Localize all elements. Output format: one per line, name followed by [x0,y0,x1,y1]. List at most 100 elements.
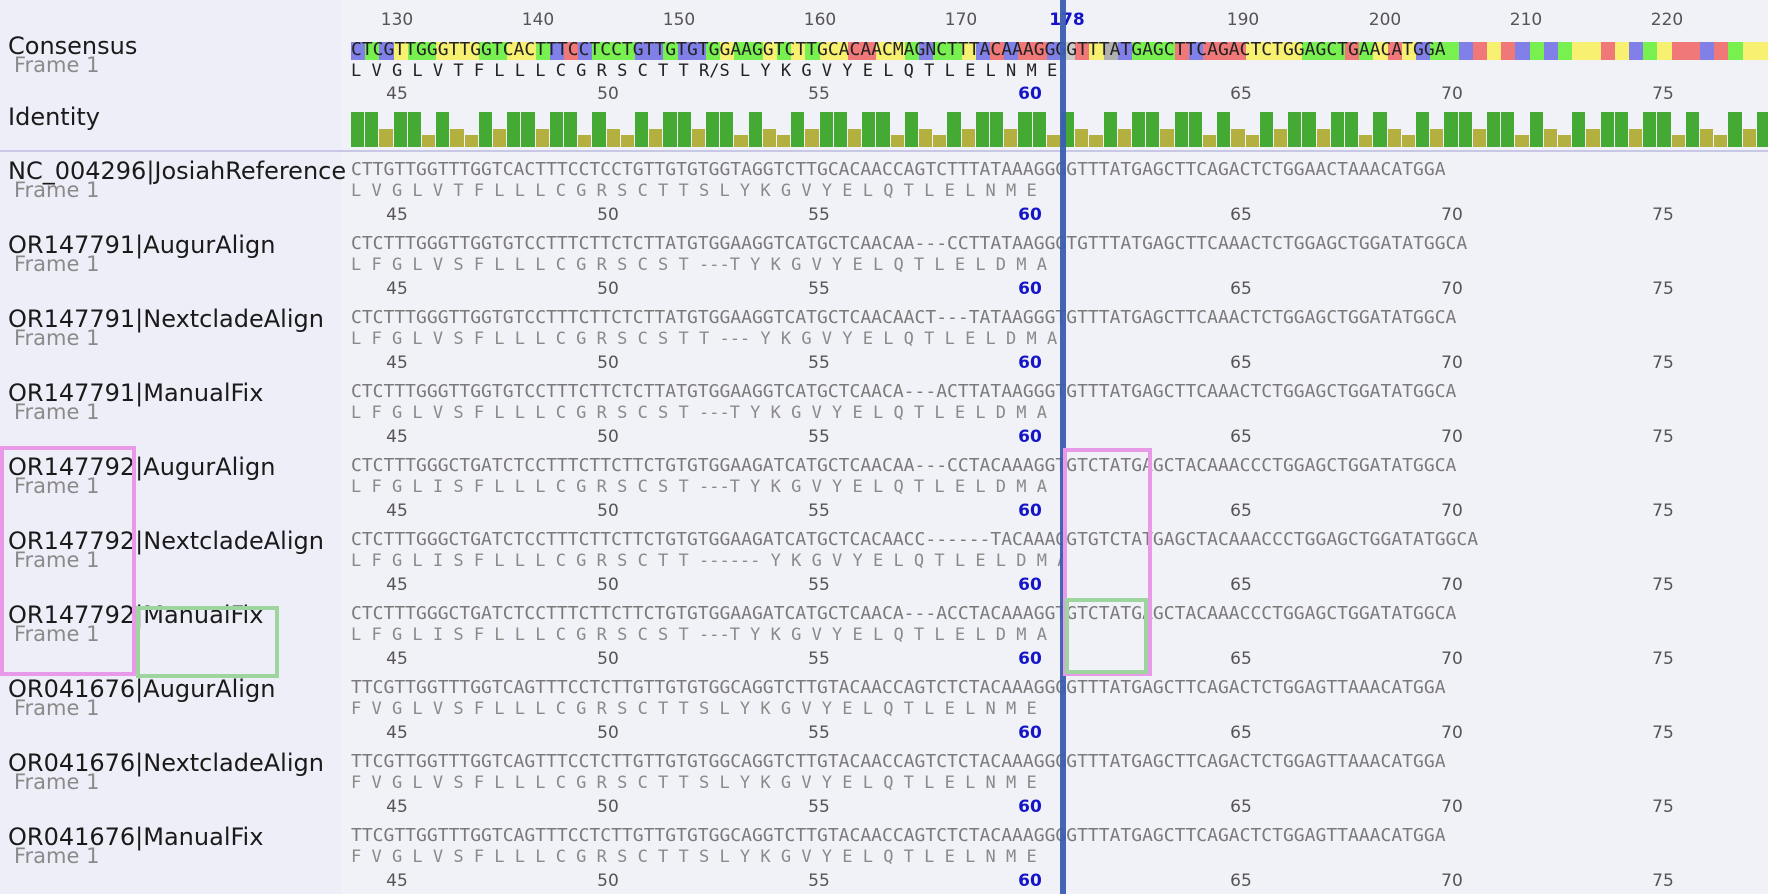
identity-bar [1543,129,1557,147]
base-color-cell [1217,42,1232,60]
cursor-line[interactable] [1060,0,1066,894]
identity-bar [691,129,705,147]
base-color-cell [1515,42,1530,60]
identity-bar [1018,112,1032,147]
sequence-row[interactable]: TTCGTTGGTTTGGTCAGTTTCCTCTTGTTGTGTGGCAGGT… [351,677,1446,698]
sequence-row[interactable]: CTCTTTGGGCTGATCTCCTTTCTTCTTCTGTGTGGAAGAT… [351,603,1457,624]
identity-bar [862,112,876,147]
row-frame-label: Frame 1 [14,474,100,498]
base-color-cell [1401,42,1416,60]
sequence-row[interactable]: CTCTTTGGGTTGGTGTCCTTTCTTCTCTTATGTGGAAGGT… [351,381,1457,402]
identity-bar [507,112,521,147]
identity-bar [549,112,563,147]
base-color-cell [549,42,564,60]
aa-tick: 60 [1018,575,1042,595]
highlight-box-pink-region [1063,448,1152,676]
identity-bar [365,112,379,147]
identity-bar [407,112,421,147]
consensus-aa-tick: 75 [1652,84,1674,104]
identity-bar [1558,135,1572,147]
row-frame-label: Frame 1 [14,326,100,350]
row-label[interactable]: OR147791|NextcladeAlign [8,305,324,333]
ruler-tick: 130 [380,10,414,30]
base-color-cell [890,42,905,60]
identity-bar [1600,112,1614,147]
identity-bar [1458,112,1472,147]
base-color-cell [620,42,635,60]
identity-bar [1586,129,1600,147]
aa-tick: 45 [386,575,408,595]
base-color-cell [1359,42,1374,60]
aa-tick: 75 [1652,205,1674,225]
aa-tick: 75 [1652,279,1674,299]
row-label[interactable]: OR041676|ManualFix [8,823,264,851]
row-frame-label: Frame 1 [14,178,100,202]
identity-bar [748,112,762,147]
aa-tick: 75 [1652,353,1674,373]
base-color-cell [1103,42,1118,60]
aa-tick: 55 [808,575,830,595]
sequence-row[interactable]: CTCTTTGGGTTGGTGTCCTTTCTTCTCTTATGTGGAAGGT… [351,307,1457,328]
base-color-cell [734,42,749,60]
identity-bar [1046,135,1060,147]
aa-tick: 65 [1230,575,1252,595]
sequence-row[interactable]: CTCTTTGGGCTGATCTCCTTTCTTCTTCTGTGTGGAAGAT… [351,455,1457,476]
aa-tick: 45 [386,501,408,521]
aa-tick: 75 [1652,797,1674,817]
highlight-box-green-label [136,606,279,678]
sequence-row[interactable]: CTCTTTGGGTTGGTGTCCTTTCTTCTCTTATGTGGAAGGT… [351,233,1468,254]
identity-bar [1274,129,1288,147]
aa-tick: 45 [386,871,408,891]
base-color-cell [1657,42,1672,60]
sequence-row[interactable]: CTCTTTGGGCTGATCTCCTTTCTTCTTCTGTGTGGAAGAT… [351,529,1479,550]
identity-bar [521,112,535,147]
base-color-cell [1032,42,1047,60]
identity-bar [1671,135,1685,147]
aa-tick: 55 [808,279,830,299]
consensus-aa-tick: 50 [597,84,619,104]
translation-row: L V G L V T F L L L C G R S C T T S L Y … [351,181,1037,201]
row-frame-label: Frame 1 [14,400,100,424]
base-color-cell [1444,42,1459,60]
row-label[interactable]: OR041676|NextcladeAlign [8,749,324,777]
sequence-row[interactable]: CTTGTTGGTTTGGTCACTTTCCTCCTGTTGTGTGGTAGGT… [351,159,1446,180]
identity-bar [876,112,890,147]
identity-bar [1515,135,1529,147]
base-color-cell [1018,42,1033,60]
base-color-cell [578,42,593,60]
identity-bar [1487,112,1501,147]
row-label[interactable]: OR147791|ManualFix [8,379,264,407]
aa-tick: 50 [597,649,619,669]
aa-tick: 55 [808,871,830,891]
base-color-cell [393,42,408,60]
aa-tick: 75 [1652,649,1674,669]
base-color-cell [947,42,962,60]
base-color-cell [1472,42,1487,60]
row-label[interactable]: OR041676|AugurAlign [8,675,276,703]
identity-bar [1714,135,1728,147]
identity-bar [1444,112,1458,147]
base-color-cell [1174,42,1189,60]
identity-bar [1245,135,1259,147]
base-color-cell [535,42,550,60]
row-label[interactable]: NC_004296|JosiahReference [8,157,347,185]
sequence-row[interactable]: TTCGTTGGTTTGGTCAGTTTCCTCTTGTTGTGTGGCAGGT… [351,825,1446,846]
aa-tick: 75 [1652,575,1674,595]
identity-bar [1330,112,1344,147]
sequence-row[interactable]: TTCGTTGGTTTGGTCAGTTTCCTCTTGTTGTGTGGCAGGT… [351,751,1446,772]
identity-bar [1231,129,1245,147]
identity-bar [791,112,805,147]
row-label[interactable]: OR147791|AugurAlign [8,231,276,259]
row-label[interactable]: OR147792|NextcladeAlign [8,527,324,555]
aa-tick: 65 [1230,501,1252,521]
identity-bar [1756,112,1768,147]
base-color-cell [791,42,806,60]
identity-bar [1401,135,1415,147]
consensus-aa-tick: 45 [386,84,408,104]
identity-bar [1103,112,1117,147]
identity-bar [649,129,663,147]
identity-bar [904,112,918,147]
row-label[interactable]: OR147792|AugurAlign [8,453,276,481]
row-frame-label: Frame 1 [14,696,100,720]
alignment-view[interactable]: 130 140 150 160 170 178 190 200 210 220 CTCGTTGGG… [345,0,1768,894]
